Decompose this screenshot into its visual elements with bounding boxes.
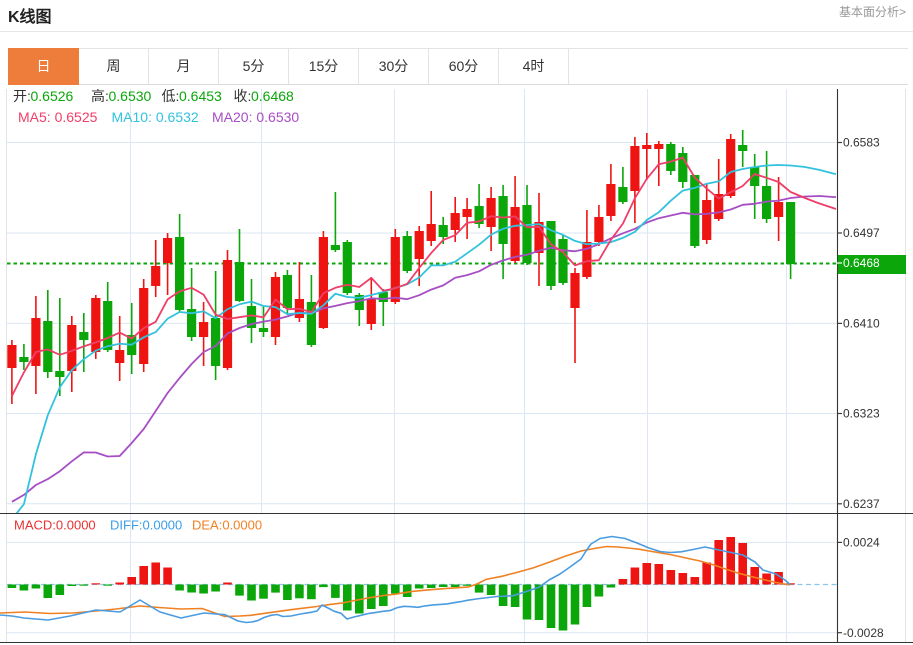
svg-text:MA10: 0.6532: MA10: 0.6532	[112, 109, 199, 125]
svg-text:0.0024: 0.0024	[843, 536, 880, 550]
svg-text:0.6410: 0.6410	[843, 317, 880, 331]
svg-text:开:: 开:	[13, 88, 31, 104]
svg-text:低:: 低:	[162, 88, 180, 104]
svg-text:收:: 收:	[234, 88, 252, 104]
svg-text:0.6526: 0.6526	[31, 88, 74, 104]
svg-text:MACD:0.0000: MACD:0.0000	[14, 518, 96, 533]
svg-text:DIFF:0.0000: DIFF:0.0000	[110, 518, 182, 533]
svg-text:高:: 高:	[91, 88, 109, 104]
svg-text:-0.0028: -0.0028	[843, 626, 884, 640]
svg-text:0.6530: 0.6530	[109, 88, 152, 104]
svg-text:0.6237: 0.6237	[843, 497, 880, 511]
svg-text:0.6323: 0.6323	[843, 407, 880, 421]
svg-text:0.6468: 0.6468	[251, 88, 294, 104]
svg-text:MA20: 0.6530: MA20: 0.6530	[212, 109, 299, 125]
svg-text:0.6468: 0.6468	[843, 256, 880, 270]
svg-text:0.6497: 0.6497	[843, 226, 880, 240]
svg-text:DEA:0.0000: DEA:0.0000	[192, 518, 262, 533]
svg-text:0.6453: 0.6453	[179, 88, 222, 104]
svg-text:MA5: 0.6525: MA5: 0.6525	[18, 109, 98, 125]
svg-text:0.6583: 0.6583	[843, 136, 880, 150]
